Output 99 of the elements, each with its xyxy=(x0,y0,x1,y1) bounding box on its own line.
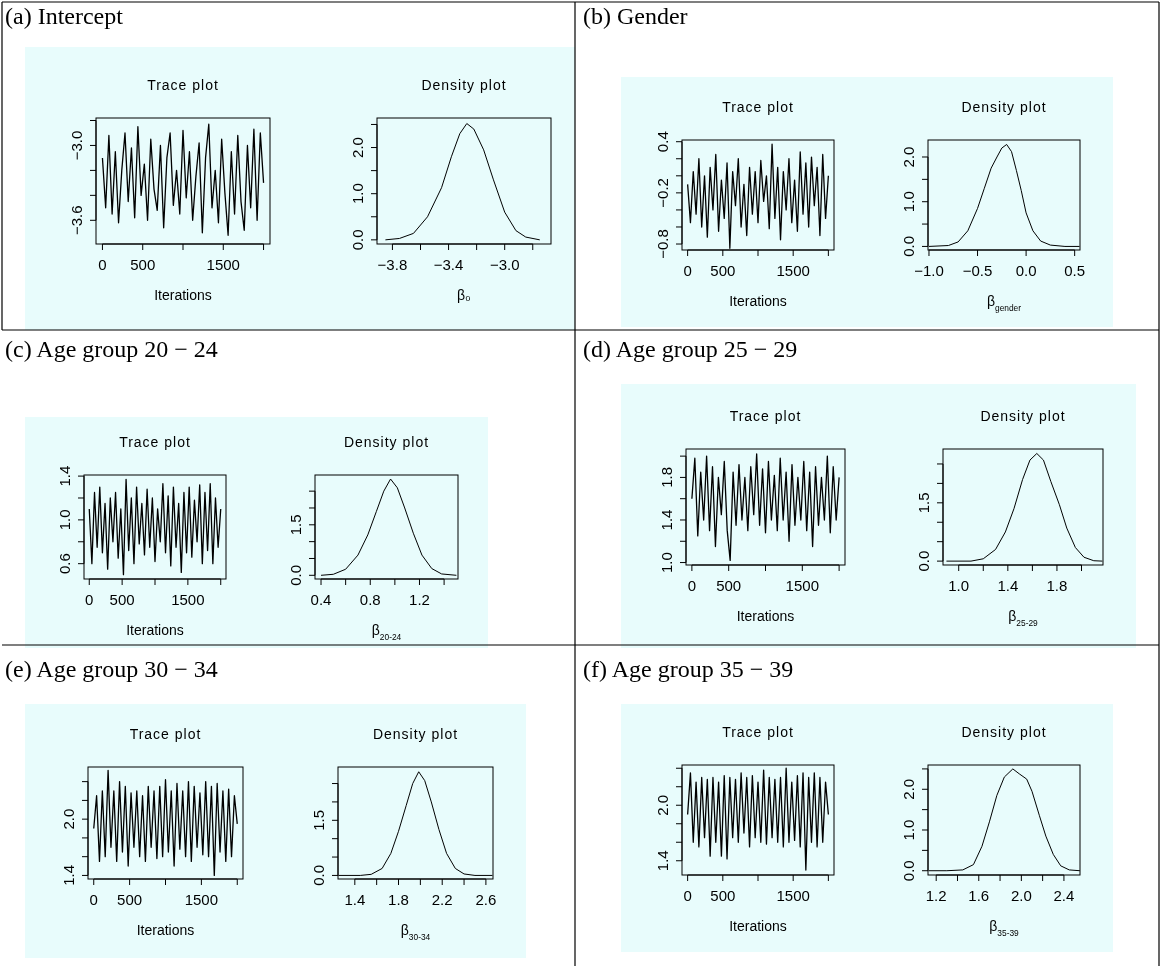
x-tick-label: 0 xyxy=(683,262,692,279)
x-tick-label: 1.8 xyxy=(388,891,409,908)
x-tick-label: 1500 xyxy=(171,591,205,608)
line-series xyxy=(384,123,541,241)
y-tick-label: 1.0 xyxy=(900,191,917,213)
x-axis-title: β$_{30-34}$ xyxy=(400,922,431,942)
y-tick-label: 1.0 xyxy=(900,819,917,841)
chart-title: Density plot xyxy=(961,724,1047,740)
y-tick-label: 0.6 xyxy=(56,553,73,575)
y-tick-label: 1.4 xyxy=(60,865,77,886)
y-tick-label: 1.0 xyxy=(56,509,73,531)
x-tick-label: 2.6 xyxy=(475,891,497,908)
x-tick-label: 0 xyxy=(89,891,98,908)
x-tick-label: 1500 xyxy=(184,891,219,908)
text: (f) Age group 35 − 39 xyxy=(583,656,794,682)
x-axis-title: Iterations xyxy=(729,293,787,309)
x-tick-label: 500 xyxy=(710,262,736,279)
text: (a) Intercept xyxy=(5,3,124,29)
x-tick-label: 1.6 xyxy=(968,887,990,904)
y-tick-label: −0.8 xyxy=(654,229,671,259)
line-series xyxy=(88,478,222,576)
chart-title: Trace plot xyxy=(129,726,202,742)
y-tick-label: 1.5 xyxy=(915,492,932,514)
line-series xyxy=(686,767,830,871)
x-tick-label: 1.2 xyxy=(409,591,430,608)
x-axis-title: Iterations xyxy=(136,922,195,938)
line-series xyxy=(101,123,265,236)
text: (b) Gender xyxy=(583,3,688,29)
y-tick-label: 2.0 xyxy=(349,137,366,158)
y-tick-label: 0.4 xyxy=(654,131,671,153)
chart-title: Density plot xyxy=(421,77,507,93)
x-axis-title: Iterations xyxy=(736,608,795,624)
chart-title: Density plot xyxy=(372,726,459,742)
y-tick-label: 0.0 xyxy=(900,235,917,257)
x-tick-label: 1.4 xyxy=(997,577,1019,594)
chart-title: Density plot xyxy=(980,408,1066,424)
y-tick-label: −3.0 xyxy=(68,130,85,161)
x-tick-label: 500 xyxy=(130,256,156,273)
x-axis-title: β$_{gender}$ xyxy=(986,293,1022,313)
line-series xyxy=(691,453,840,562)
x-tick-label: 1500 xyxy=(776,887,810,904)
x-tick-label: 500 xyxy=(710,887,736,904)
x-axis-title: β$_{35-39}$ xyxy=(989,918,1020,938)
x-tick-label: 1500 xyxy=(776,262,810,279)
chart-title: Density plot xyxy=(343,434,430,450)
x-axis-title: β$_{20-24}$ xyxy=(371,622,402,642)
y-tick-label: 1.5 xyxy=(287,514,304,536)
chart-title: Trace plot xyxy=(119,434,191,450)
y-tick-label: 1.4 xyxy=(654,850,671,872)
y-tick-label: 1.4 xyxy=(56,465,73,487)
x-axis-title: β$_{25-29}$ xyxy=(1008,608,1039,628)
y-tick-label: 1.4 xyxy=(658,509,675,531)
x-tick-label: 0 xyxy=(85,591,94,608)
y-tick-label: −3.6 xyxy=(68,205,85,236)
x-tick-label: −3.4 xyxy=(433,256,464,273)
chart-title: Trace plot xyxy=(729,408,802,424)
x-tick-label: 0 xyxy=(683,887,692,904)
x-tick-label: 500 xyxy=(117,891,143,908)
x-axis-title: Iterations xyxy=(729,918,787,934)
x-tick-label: −0.5 xyxy=(962,262,993,279)
text: (e) Age group 30 − 34 xyxy=(5,656,218,682)
y-tick-label: 1.5 xyxy=(310,809,327,831)
chart-title: Trace plot xyxy=(722,724,794,740)
x-tick-label: 0.5 xyxy=(1064,262,1086,279)
x-tick-label: 1.0 xyxy=(948,577,970,594)
x-axis-title: Iterations xyxy=(126,622,184,638)
x-tick-label: 0.0 xyxy=(1015,262,1037,279)
x-tick-label: −3.8 xyxy=(377,256,408,273)
x-tick-label: 1500 xyxy=(206,256,240,273)
x-tick-label: 0.8 xyxy=(359,591,381,608)
x-tick-label: −1.0 xyxy=(914,262,944,279)
y-tick-label: 2.0 xyxy=(654,794,671,816)
text: (c) Age group 20 − 24 xyxy=(5,336,218,362)
y-tick-label: 2.0 xyxy=(900,146,917,168)
x-axis-title: β₀ xyxy=(457,287,472,303)
chart-title: Density plot xyxy=(961,99,1047,115)
x-tick-label: 500 xyxy=(716,577,742,594)
text: (d) Age group 25 − 29 xyxy=(583,336,798,362)
y-tick-label: 0.0 xyxy=(349,229,366,251)
x-tick-label: 0 xyxy=(687,577,697,594)
y-tick-label: 0.0 xyxy=(900,860,917,882)
x-tick-label: −3.0 xyxy=(489,256,520,273)
y-tick-label: 1.8 xyxy=(658,466,675,488)
y-tick-label: 2.0 xyxy=(900,778,917,800)
x-axis-title: Iterations xyxy=(154,287,212,303)
x-tick-label: 2.4 xyxy=(1053,887,1075,904)
x-tick-label: 1500 xyxy=(785,577,819,594)
y-tick-label: 1.0 xyxy=(349,183,366,205)
x-tick-label: 1.8 xyxy=(1046,577,1068,594)
y-tick-label: −0.2 xyxy=(654,178,671,208)
y-tick-label: 1.0 xyxy=(658,552,675,573)
x-tick-label: 1.2 xyxy=(925,887,947,904)
y-tick-label: 2.0 xyxy=(60,808,77,830)
chart-title: Trace plot xyxy=(722,99,794,115)
x-tick-label: 2.2 xyxy=(431,891,453,908)
chart-title: Trace plot xyxy=(147,77,219,93)
x-tick-label: 0 xyxy=(98,256,107,273)
x-tick-label: 500 xyxy=(109,591,135,608)
x-tick-label: 2.0 xyxy=(1010,887,1032,904)
